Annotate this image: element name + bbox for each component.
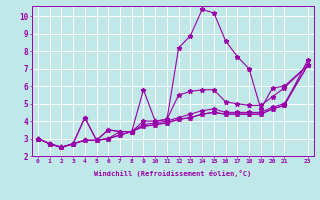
X-axis label: Windchill (Refroidissement éolien,°C): Windchill (Refroidissement éolien,°C) [94,170,252,177]
